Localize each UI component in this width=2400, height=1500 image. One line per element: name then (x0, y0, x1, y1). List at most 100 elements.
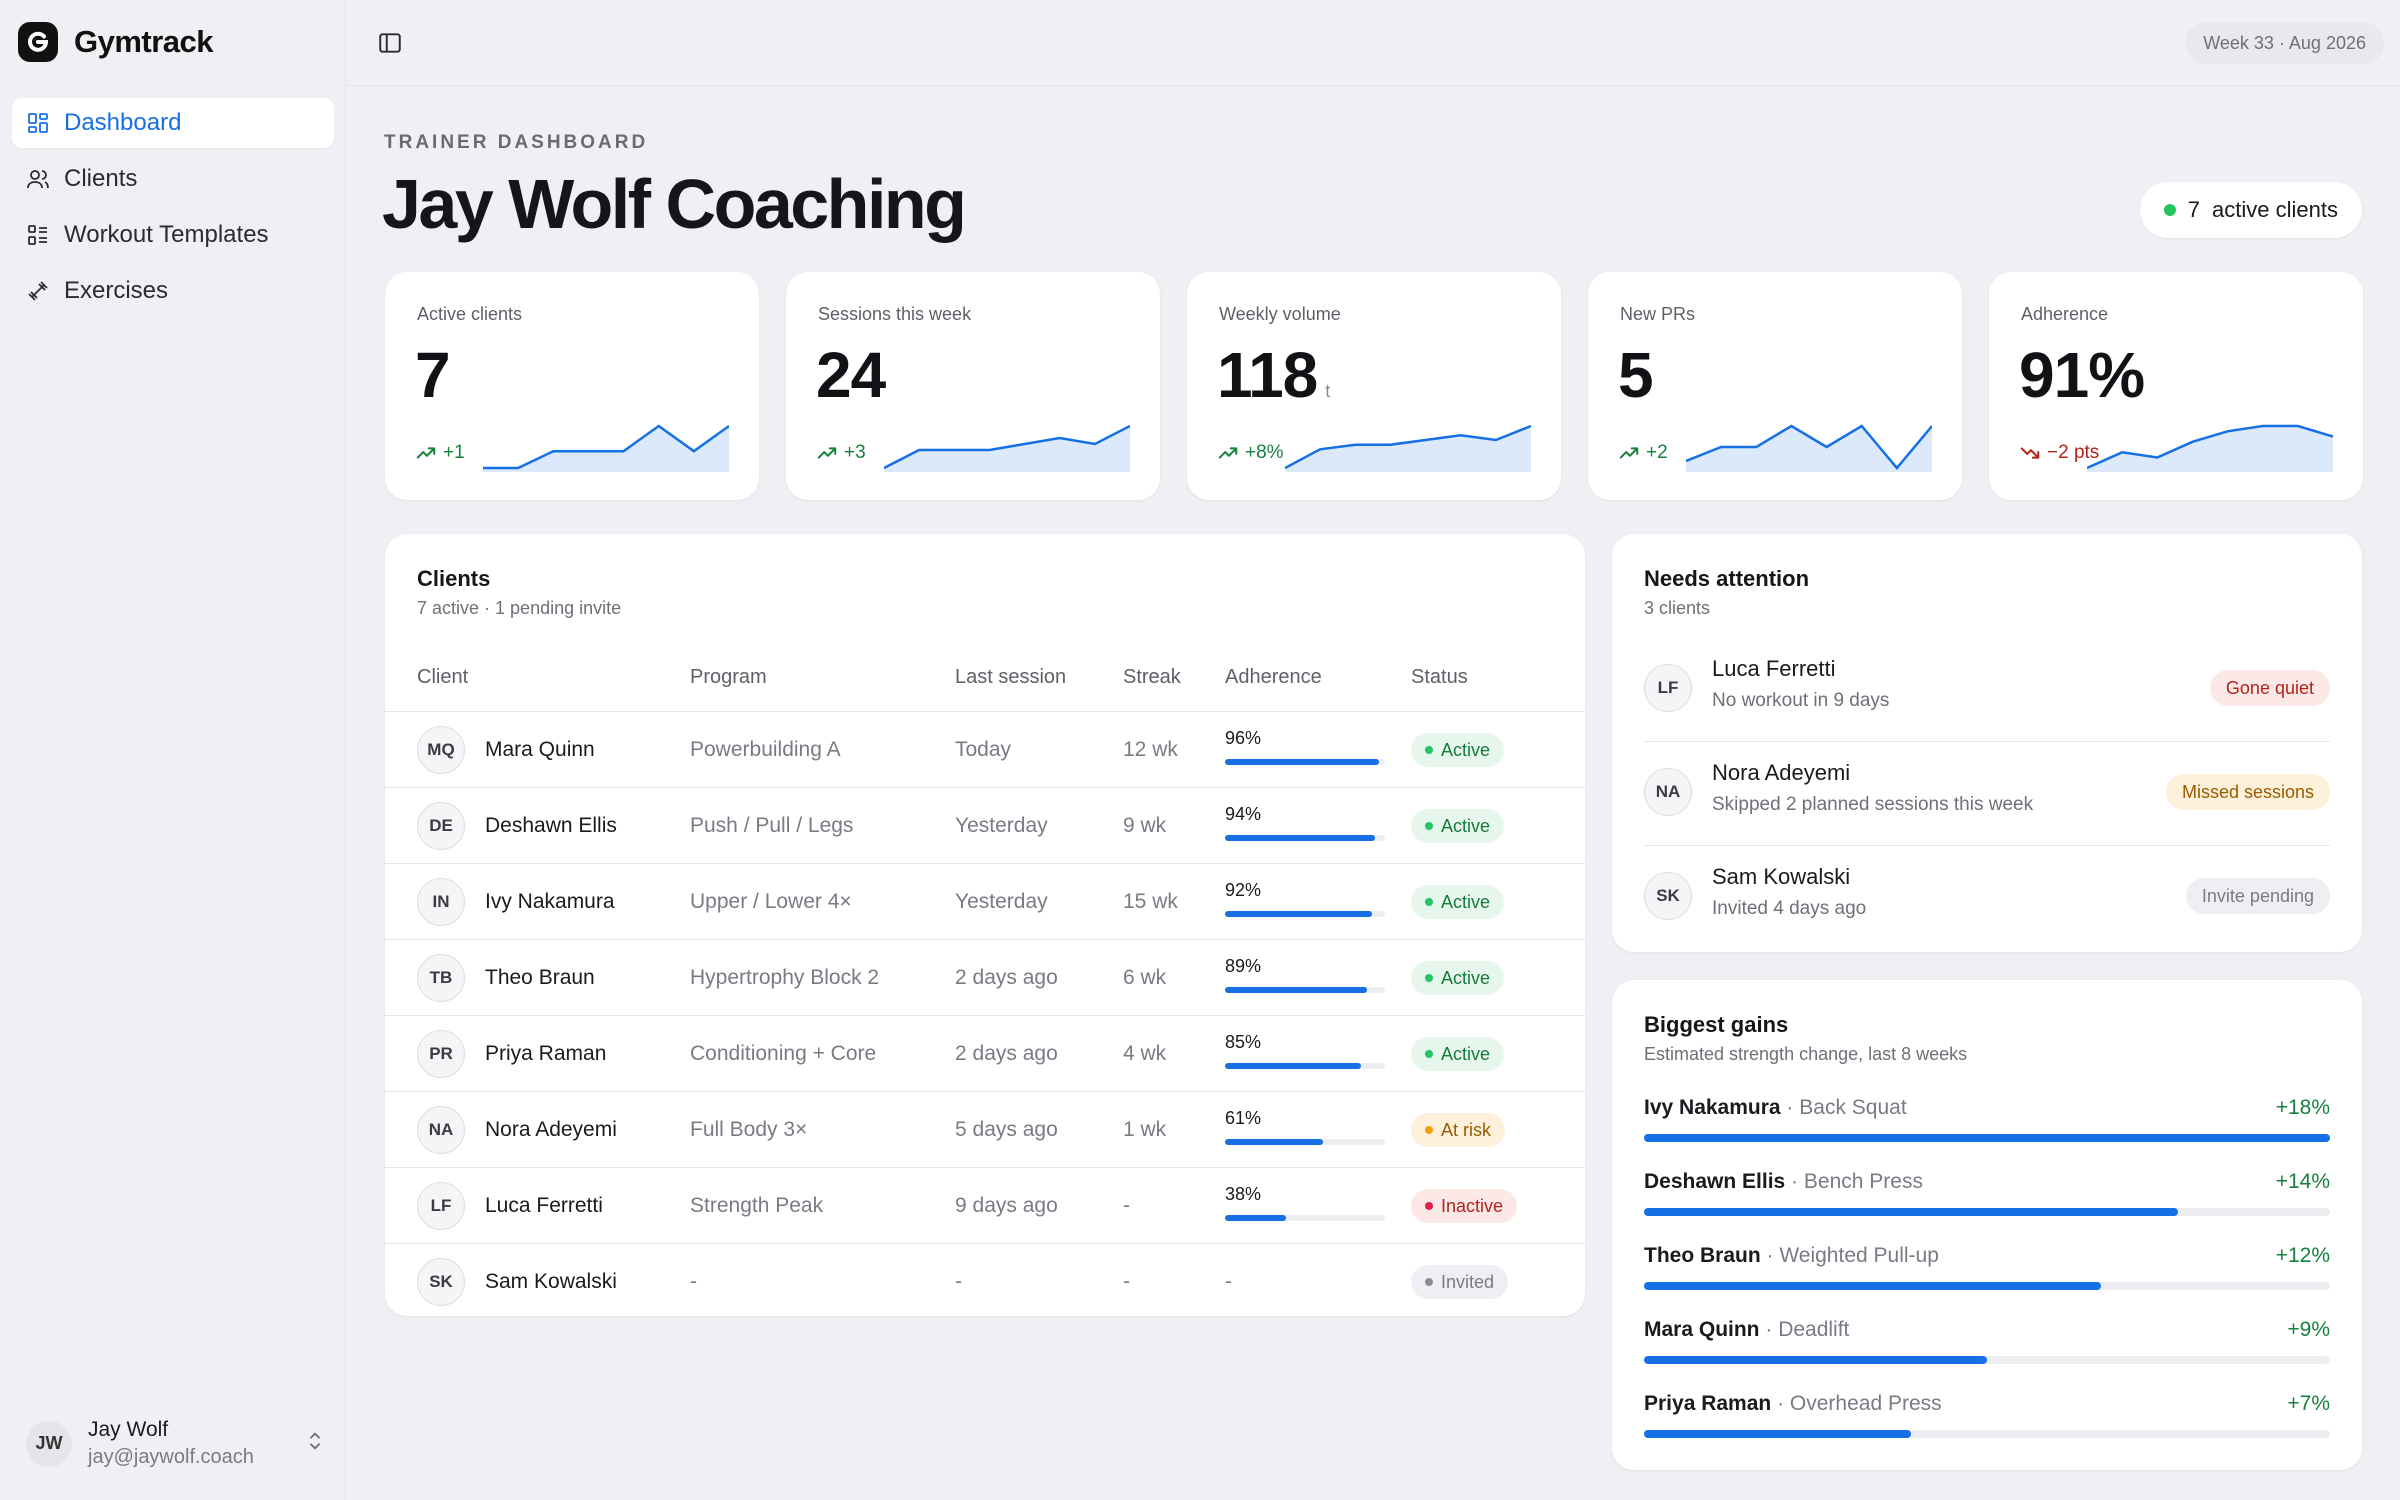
client-cell: SK Sam Kowalski (417, 1244, 617, 1320)
program-cell: - (690, 1270, 697, 1293)
brand[interactable]: Gymtrack (18, 22, 214, 62)
gain-separator: · (1785, 1170, 1804, 1193)
client-name[interactable]: Sam Kowalski (485, 1270, 617, 1293)
stat-card[interactable]: Weekly volume 118 t +8% (1187, 272, 1561, 500)
gain-item[interactable]: Theo Braun · Weighted Pull-up +12% (1644, 1244, 2330, 1304)
program-cell: Strength Peak (690, 1194, 824, 1217)
gain-separator: · (1760, 1244, 1780, 1267)
client-cell: DE Deshawn Ellis (417, 788, 617, 864)
status-dot-icon (1425, 822, 1433, 830)
client-cell: MQ Mara Quinn (417, 712, 595, 788)
status-badge: Invited (1411, 1265, 1509, 1299)
status-badge: Active (1411, 885, 1505, 919)
attention-item[interactable]: NA Nora Adeyemi Skipped 2 planned sessions… (1644, 742, 2330, 846)
gain-percent: +18% (2275, 1096, 2330, 1119)
streak-cell: 9 wk (1123, 814, 1167, 837)
program-cell: Hypertrophy Block 2 (690, 966, 880, 989)
col-last-session[interactable]: Last session (955, 666, 1067, 688)
status-dot-icon (1425, 1126, 1433, 1134)
sidebar-toggle-icon[interactable] (377, 30, 403, 56)
attention-badge: Invite pending (2185, 878, 2330, 914)
adherence-bar-fill (1225, 1063, 1361, 1069)
gain-bar-fill (1644, 1208, 2178, 1216)
col-streak[interactable]: Streak (1123, 666, 1181, 688)
client-name[interactable]: Nora Adeyemi (485, 1118, 617, 1141)
col-client[interactable]: Client (417, 666, 469, 688)
gymtrack-logo-icon (18, 22, 58, 62)
attention-item[interactable]: SK Sam Kowalski Invited 4 days ago Invite p… (1644, 846, 2330, 950)
attention-item[interactable]: LF Luca Ferretti No workout in 9 days Gone … (1644, 638, 2330, 742)
sparkline (1686, 424, 1932, 472)
stat-card[interactable]: New PRs 5 +2 (1588, 272, 1962, 500)
active-clients-pill: 7 active clients (2139, 182, 2362, 238)
chevron-up-down-icon[interactable] (304, 1430, 326, 1452)
status-cell: Active (1411, 1016, 1505, 1092)
avatar: LF (1644, 664, 1692, 712)
stat-delta: +3 (816, 442, 866, 464)
sparkline-line (1285, 424, 1531, 470)
client-cell: PR Priya Raman (417, 1016, 606, 1092)
col-status[interactable]: Status (1411, 666, 1468, 688)
col-adherence[interactable]: Adherence (1225, 666, 1322, 688)
table-row[interactable]: TB Theo Braun Hypertrophy Block 2 2 days ag… (385, 940, 1585, 1016)
stat-delta-value: +2 (1646, 442, 1668, 463)
adherence-bar (1225, 1139, 1385, 1145)
status-label: Invited (1441, 1271, 1495, 1292)
program-cell: Conditioning + Core (690, 1042, 877, 1065)
client-name[interactable]: Priya Raman (485, 1042, 607, 1065)
stat-delta-value: −2 pts (2047, 442, 2100, 463)
adherence-value: 61% (1225, 1108, 1262, 1128)
attention-subtitle: 3 clients (1644, 598, 1711, 618)
stat-delta-value: +1 (443, 442, 465, 463)
client-name[interactable]: Mara Quinn (485, 738, 595, 761)
status-label: Active (1441, 891, 1491, 912)
gain-item[interactable]: Priya Raman · Overhead Press +7% (1644, 1392, 2330, 1452)
stat-card[interactable]: Active clients 7 +1 (385, 272, 759, 500)
table-row[interactable]: SK Sam Kowalski - - - - Invited (385, 1244, 1585, 1320)
gain-item[interactable]: Deshawn Ellis · Bench Press +14% (1644, 1170, 2330, 1230)
stat-card[interactable]: Sessions this week 24 +3 (786, 272, 1160, 500)
table-row[interactable]: NA Nora Adeyemi Full Body 3× 5 days ago 1 wk… (385, 1092, 1585, 1168)
gain-bar-fill (1644, 1282, 2102, 1290)
attention-description: No workout in 9 days (1712, 690, 1890, 711)
avatar: IN (417, 878, 465, 926)
last-session-cell: 2 days ago (955, 1042, 1058, 1065)
client-name[interactable]: Theo Braun (485, 966, 595, 989)
sparkline-area (2087, 426, 2333, 472)
gain-item[interactable]: Ivy Nakamura · Back Squat +18% (1644, 1096, 2330, 1156)
attention-title: Needs attention (1644, 566, 1810, 591)
table-row[interactable]: DE Deshawn Ellis Push / Pull / Legs Yesterd… (385, 788, 1585, 864)
trend-up-icon (1218, 447, 1238, 459)
sidebar-item-workout-templates[interactable]: Workout Templates (12, 210, 334, 260)
trend-up-icon (416, 447, 436, 459)
client-name[interactable]: Deshawn Ellis (485, 814, 617, 837)
avatar: SK (417, 1258, 465, 1306)
client-name[interactable]: Luca Ferretti (485, 1194, 603, 1217)
sidebar-item-dashboard[interactable]: Dashboard (12, 98, 334, 148)
adherence-bar (1225, 987, 1385, 993)
table-row[interactable]: MQ Mara Quinn Powerbuilding A Today 12 wk 96%… (385, 712, 1585, 788)
gain-exercise: Bench Press (1803, 1170, 1923, 1193)
client-name[interactable]: Ivy Nakamura (485, 890, 615, 913)
table-row[interactable]: LF Luca Ferretti Strength Peak 9 days ago - 3… (385, 1168, 1585, 1244)
adherence-bar-fill (1225, 835, 1376, 841)
table-row[interactable]: IN Ivy Nakamura Upper / Lower 4× Yesterday 1… (385, 864, 1585, 940)
gain-item[interactable]: Mara Quinn · Deadlift +9% (1644, 1318, 2330, 1378)
streak-cell: 12 wk (1123, 738, 1178, 761)
sidebar-item-exercises[interactable]: Exercises (12, 266, 334, 316)
client-cell: TB Theo Braun (417, 940, 595, 1016)
sidebar-item-label: Dashboard (64, 109, 182, 136)
avatar: PR (417, 1030, 465, 1078)
sparkline-area (884, 426, 1130, 472)
avatar: NA (1644, 768, 1692, 816)
col-program[interactable]: Program (690, 666, 767, 688)
sidebar-item-clients[interactable]: Clients (12, 154, 334, 204)
status-badge: Active (1411, 733, 1505, 767)
user-menu[interactable]: JW Jay Wolf jay@jaywolf.coach (26, 1418, 326, 1469)
stat-card[interactable]: Adherence 91% −2 pts (1989, 272, 2363, 500)
sidebar: Gymtrack Dashboard Clients Workout Templ… (0, 0, 346, 1500)
table-row[interactable]: PR Priya Raman Conditioning + Core 2 days a… (385, 1016, 1585, 1092)
sparkline (483, 424, 729, 472)
stat-label: Active clients (417, 304, 523, 324)
stat-number: 118 (1217, 339, 1318, 411)
